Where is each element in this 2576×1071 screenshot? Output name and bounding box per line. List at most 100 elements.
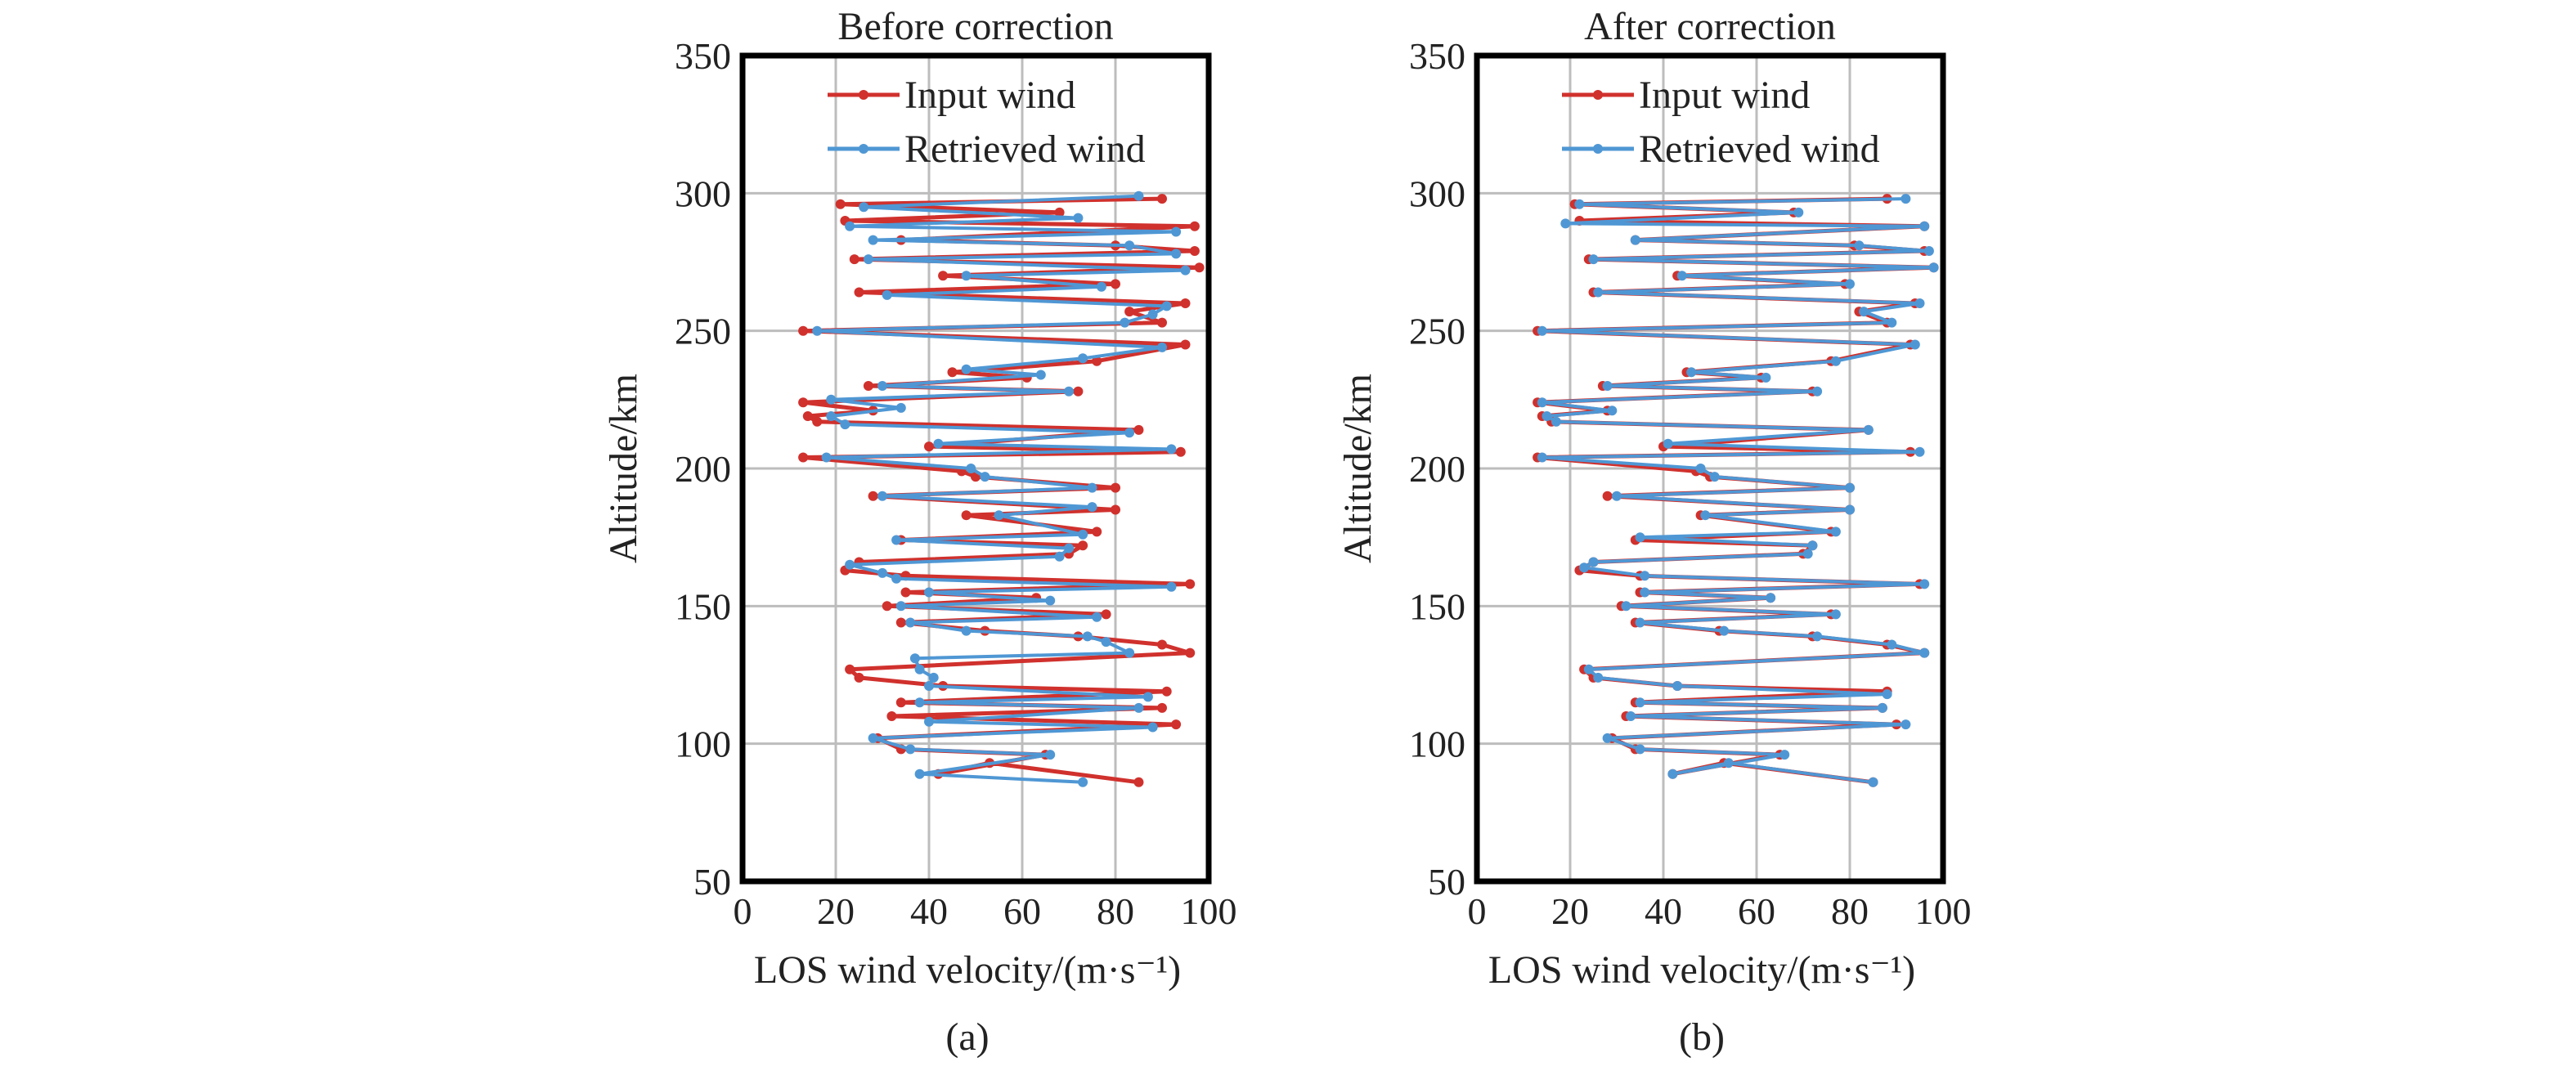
data-point <box>924 587 934 598</box>
data-point <box>933 438 944 449</box>
data-point <box>1161 686 1172 697</box>
data-point <box>1078 529 1088 540</box>
data-point <box>1583 664 1594 674</box>
data-point <box>1161 301 1172 311</box>
data-point <box>1602 733 1613 743</box>
data-point <box>1612 491 1622 501</box>
data-point <box>1537 397 1547 408</box>
data-point <box>1910 339 1920 350</box>
data-point <box>798 325 809 336</box>
data-point <box>1111 482 1120 493</box>
data-point <box>1830 356 1841 366</box>
data-point <box>961 625 972 636</box>
data-point <box>1779 750 1790 760</box>
data-point <box>1092 527 1102 537</box>
data-point <box>1111 279 1120 289</box>
legend-label: Input wind <box>904 74 1075 117</box>
data-point <box>961 271 972 281</box>
y-tick-label: 200 <box>1409 448 1465 490</box>
data-point <box>900 587 911 598</box>
data-point <box>928 672 939 683</box>
data-point <box>845 664 855 674</box>
data-point <box>1626 711 1636 721</box>
data-point <box>1124 240 1135 251</box>
data-point <box>1078 540 1088 551</box>
data-point <box>1185 579 1196 589</box>
data-point <box>924 716 934 727</box>
data-point <box>863 381 873 391</box>
data-point <box>1157 702 1167 713</box>
data-point <box>1035 370 1046 380</box>
data-point <box>924 441 934 452</box>
data-point <box>1854 240 1865 251</box>
data-point <box>1812 386 1823 397</box>
y-tick-label: 50 <box>1428 861 1465 903</box>
data-point <box>1078 353 1088 364</box>
data-point <box>1588 254 1599 265</box>
data-point <box>1171 249 1182 259</box>
legend: Input wind Retrieved wind <box>1562 74 1880 171</box>
legend-label: Retrieved wind <box>1639 128 1880 171</box>
x-tick-label: 40 <box>1645 890 1682 932</box>
data-point <box>1602 381 1613 391</box>
chart-panel-before-correction: 0 20 40 60 80 100 50 100 150 200 250 300 350 Before c… <box>602 5 1237 1059</box>
plot-frame <box>739 52 1212 885</box>
data-point <box>895 601 906 612</box>
data-point <box>1171 719 1182 730</box>
x-tick-label: 100 <box>1181 890 1237 932</box>
legend: Input wind Retrieved wind <box>828 74 1146 171</box>
data-point <box>947 367 958 378</box>
data-point <box>961 510 972 521</box>
x-tick-label: 100 <box>1915 890 1972 932</box>
data-point <box>1845 279 1855 289</box>
data-point <box>895 617 906 628</box>
data-point <box>1761 372 1771 383</box>
data-point <box>891 573 902 584</box>
data-point <box>1887 639 1897 650</box>
y-tick-label: 100 <box>1409 724 1465 765</box>
data-point <box>1101 637 1111 648</box>
data-point <box>854 672 864 683</box>
y-tick-label: 150 <box>675 585 731 627</box>
data-point <box>886 711 897 721</box>
data-point <box>1111 504 1120 515</box>
data-point <box>798 452 809 463</box>
data-point <box>1914 298 1925 308</box>
x-tick-label: 60 <box>1003 890 1041 932</box>
data-point <box>1635 744 1645 755</box>
data-point <box>821 452 832 463</box>
data-point <box>1635 617 1645 628</box>
data-point <box>1766 593 1776 603</box>
data-point <box>961 364 972 374</box>
data-point <box>1054 551 1065 562</box>
data-point <box>905 744 916 755</box>
data-point <box>1807 540 1818 551</box>
data-point <box>1719 625 1730 636</box>
data-point <box>1588 557 1599 567</box>
data-point <box>938 271 949 281</box>
data-point <box>1157 317 1167 328</box>
legend-label: Input wind <box>1639 74 1810 117</box>
data-point <box>1180 298 1191 308</box>
data-point <box>882 601 892 612</box>
data-point <box>1185 648 1196 658</box>
data-point <box>914 664 925 674</box>
data-point <box>1142 692 1153 702</box>
data-point <box>1793 207 1804 217</box>
series-line-1 <box>1540 197 1936 784</box>
data-point <box>859 202 869 213</box>
data-point <box>1175 446 1186 457</box>
data-point <box>1574 199 1585 209</box>
data-point <box>1542 411 1552 421</box>
data-point <box>1157 342 1167 352</box>
y-tick-label: 50 <box>693 861 731 903</box>
data-point <box>849 254 859 265</box>
data-point <box>1887 317 1897 328</box>
data-point <box>1830 527 1841 537</box>
data-point <box>1914 446 1925 457</box>
x-tick-label: 80 <box>1831 890 1869 932</box>
data-point <box>812 325 823 336</box>
data-point <box>1157 194 1167 204</box>
data-point <box>1064 386 1074 397</box>
